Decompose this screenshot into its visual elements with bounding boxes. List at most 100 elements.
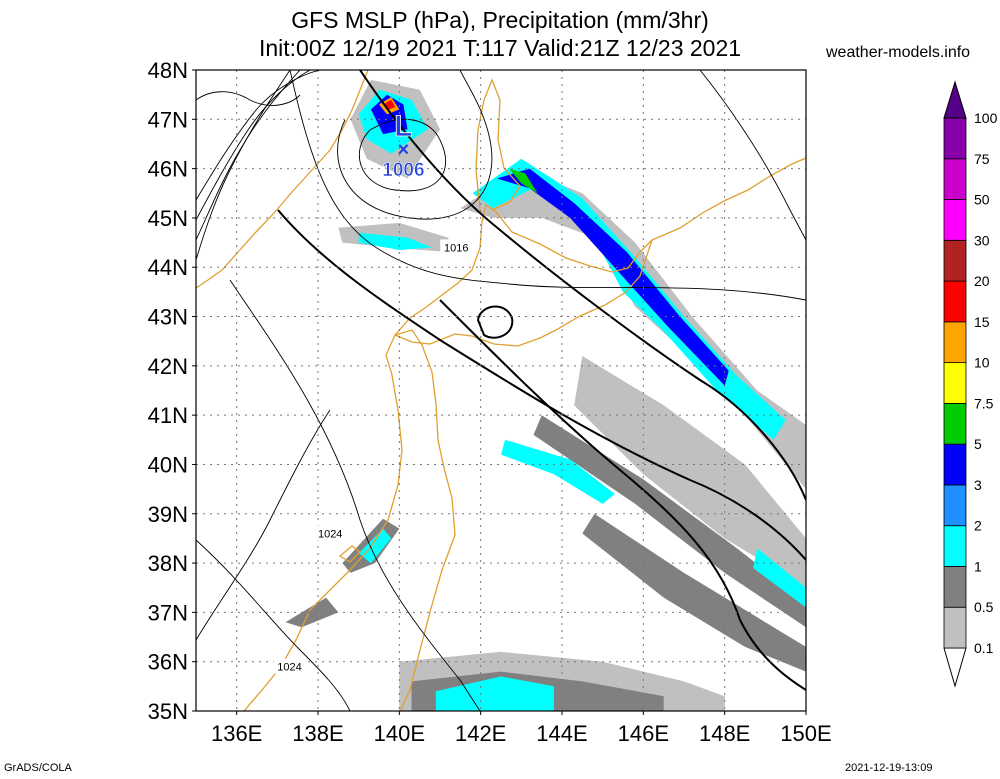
lon-tick-label: 148E	[699, 721, 750, 746]
precip-band-1	[501, 439, 615, 504]
isobar-east-1	[699, 70, 806, 241]
colorbar-swatch	[943, 566, 967, 608]
lat-tick-label: 47N	[148, 107, 188, 132]
isobar-1024-south	[196, 539, 351, 711]
precip-band-1	[435, 676, 554, 711]
colorbar-swatch	[943, 402, 967, 445]
isobar-closed-small	[476, 305, 514, 339]
colorbar-swatch	[943, 362, 967, 404]
colorbar: 0.1 0.5 1 2 3 5 7.5 10 15 20 30 50 75 100	[943, 80, 998, 688]
lon-tick-label: 140E	[374, 721, 425, 746]
colorbar-label: 3	[974, 477, 982, 493]
footer-right-label: 2021-12-19-13:09	[845, 762, 933, 774]
site-label: weather-models.info	[826, 44, 971, 61]
isobar-low-ring	[358, 118, 447, 192]
colorbar-label: 10	[974, 355, 990, 371]
colorbar-lower-arrow	[943, 647, 967, 688]
isobar-label-background	[273, 658, 306, 674]
precip-band-0.5	[285, 597, 339, 628]
isobar-layer	[196, 70, 806, 711]
colorbar-swatch	[943, 443, 967, 486]
lat-tick-label: 48N	[148, 58, 188, 83]
colorbar-swatch	[943, 239, 967, 282]
footer-left-label: GrADS/COLA	[4, 762, 72, 774]
colorbar-label: 50	[974, 192, 990, 208]
isobar-label: 1024	[318, 528, 342, 540]
lon-tick-label: 146E	[618, 721, 669, 746]
isobar-thick-c	[439, 299, 806, 691]
colorbar-swatch	[943, 199, 967, 241]
lon-tick-label: 144E	[536, 721, 587, 746]
precip-layer	[285, 79, 806, 711]
isobar-label: 1016	[444, 243, 468, 255]
isobar-northwest	[196, 91, 301, 106]
colorbar-swatch	[943, 484, 967, 527]
coastline-honshu	[243, 329, 456, 711]
lat-tick-label: 38N	[148, 551, 188, 576]
lat-tick-label: 44N	[148, 255, 188, 280]
colorbar-label: 100	[974, 110, 998, 126]
isobar-west-4	[196, 70, 311, 221]
precip-band-0.5	[533, 415, 806, 628]
lat-tick-label: 46N	[148, 157, 188, 182]
colorbar-swatch	[943, 158, 967, 200]
precip-band-0.5	[582, 513, 806, 672]
coastline-sakhalin	[475, 78, 521, 211]
isobar-1016	[289, 70, 806, 301]
colorbar-label: 2	[974, 518, 982, 534]
lat-tick-label: 35N	[148, 699, 188, 724]
lon-tick-label: 136E	[211, 721, 262, 746]
colorbar-swatch	[943, 525, 967, 567]
isobar-label: 1024	[277, 662, 301, 674]
low-pressure-value: 1006	[382, 160, 424, 181]
coastline-kurils	[651, 157, 806, 241]
isobar-1024-east	[229, 279, 481, 711]
lat-tick-label: 39N	[148, 502, 188, 527]
colorbar-upper-arrow	[943, 80, 967, 119]
isobar-thick-b	[359, 70, 806, 501]
colorbar-swatch	[943, 321, 967, 364]
colorbar-label: 1	[974, 558, 982, 574]
colorbar-label: 30	[974, 232, 990, 248]
precip-band-1	[358, 528, 392, 564]
lat-tick-label: 42N	[148, 354, 188, 379]
coastline-hokkaido	[393, 203, 653, 347]
colorbar-swatch	[943, 606, 967, 649]
precip-band-3	[496, 168, 729, 386]
coastline-mainland	[196, 70, 369, 289]
colorbar-label: 20	[974, 273, 990, 289]
colorbar-label: 15	[974, 314, 990, 330]
isobar-west-2	[196, 70, 291, 261]
precip-band-5	[509, 168, 538, 194]
lat-tick-label: 41N	[148, 403, 188, 428]
lat-tick-label: 36N	[148, 650, 188, 675]
lon-tick-label: 138E	[292, 721, 343, 746]
plot-frame	[195, 69, 807, 712]
lat-tick-label: 40N	[148, 452, 188, 477]
lat-tick-label: 45N	[148, 206, 188, 231]
lat-tick-label: 43N	[148, 305, 188, 330]
coastline-layer	[196, 70, 806, 711]
isobar-west-1	[196, 409, 331, 641]
precip-band-1	[358, 232, 432, 250]
precip-band-20	[383, 99, 396, 110]
colorbar-label: 0.1	[974, 640, 994, 656]
chart-title: GFS MSLP (hPa), Precipitation (mm/3hr)	[291, 7, 709, 33]
isobar-west-5	[196, 70, 321, 201]
colorbar-label: 5	[974, 436, 982, 452]
low-center-marker: ×	[398, 139, 410, 161]
lon-tick-label: 142E	[455, 721, 506, 746]
precip-band-1	[753, 548, 806, 608]
colorbar-label: 7.5	[974, 395, 994, 411]
isobar-low-outer	[337, 70, 493, 220]
coastline-sado	[338, 545, 361, 563]
low-pressure-symbol: L	[394, 110, 412, 143]
isobar-label-background	[314, 525, 347, 541]
map-annotations: L×1006 1016 1024 1024	[273, 110, 473, 674]
chart-subtitle: Init:00Z 12/19 2021 T:117 Valid:21Z 12/2…	[258, 35, 742, 61]
precip-band-0.1	[574, 356, 806, 588]
colorbar-swatch	[943, 280, 967, 323]
isobar-label-background	[440, 239, 473, 255]
lon-tick-label: 150E	[780, 721, 831, 746]
